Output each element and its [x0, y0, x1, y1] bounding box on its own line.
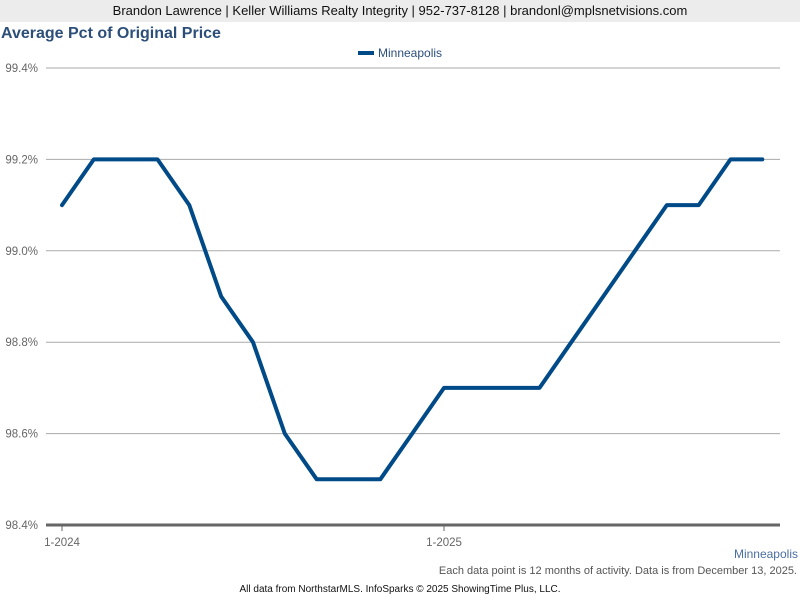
x-tick-label: 1-2024: [44, 537, 80, 549]
y-tick-label: 98.4%: [5, 520, 38, 532]
x-axis-labels: 1-2024 1-2025: [44, 525, 462, 549]
x-tick-label: 1-2025: [426, 537, 462, 549]
contact-header: Brandon Lawrence | Keller Williams Realt…: [0, 0, 800, 22]
chart-title: Average Pct of Original Price: [1, 25, 221, 42]
y-tick-label: 99.0%: [5, 246, 38, 258]
series-line-minneapolis: [60, 157, 765, 482]
data-note: Each data point is 12 months of activity…: [438, 565, 797, 577]
y-tick-label: 99.2%: [5, 154, 38, 166]
y-axis-labels: 99.4% 99.2% 99.0% 98.8% 98.6% 98.4%: [5, 63, 38, 532]
region-label: Minneapolis: [733, 547, 798, 561]
legend-item-minneapolis[interactable]: Minneapolis: [358, 46, 442, 60]
footer-credit: All data from NorthstarMLS. InfoSparks ©…: [239, 584, 561, 595]
y-tick-label: 98.8%: [5, 337, 38, 349]
legend-label: Minneapolis: [378, 46, 443, 60]
y-tick-label: 98.6%: [5, 429, 38, 441]
legend-swatch-icon: [358, 51, 374, 55]
grid-lines: [46, 67, 780, 435]
y-tick-label: 99.4%: [5, 63, 38, 75]
